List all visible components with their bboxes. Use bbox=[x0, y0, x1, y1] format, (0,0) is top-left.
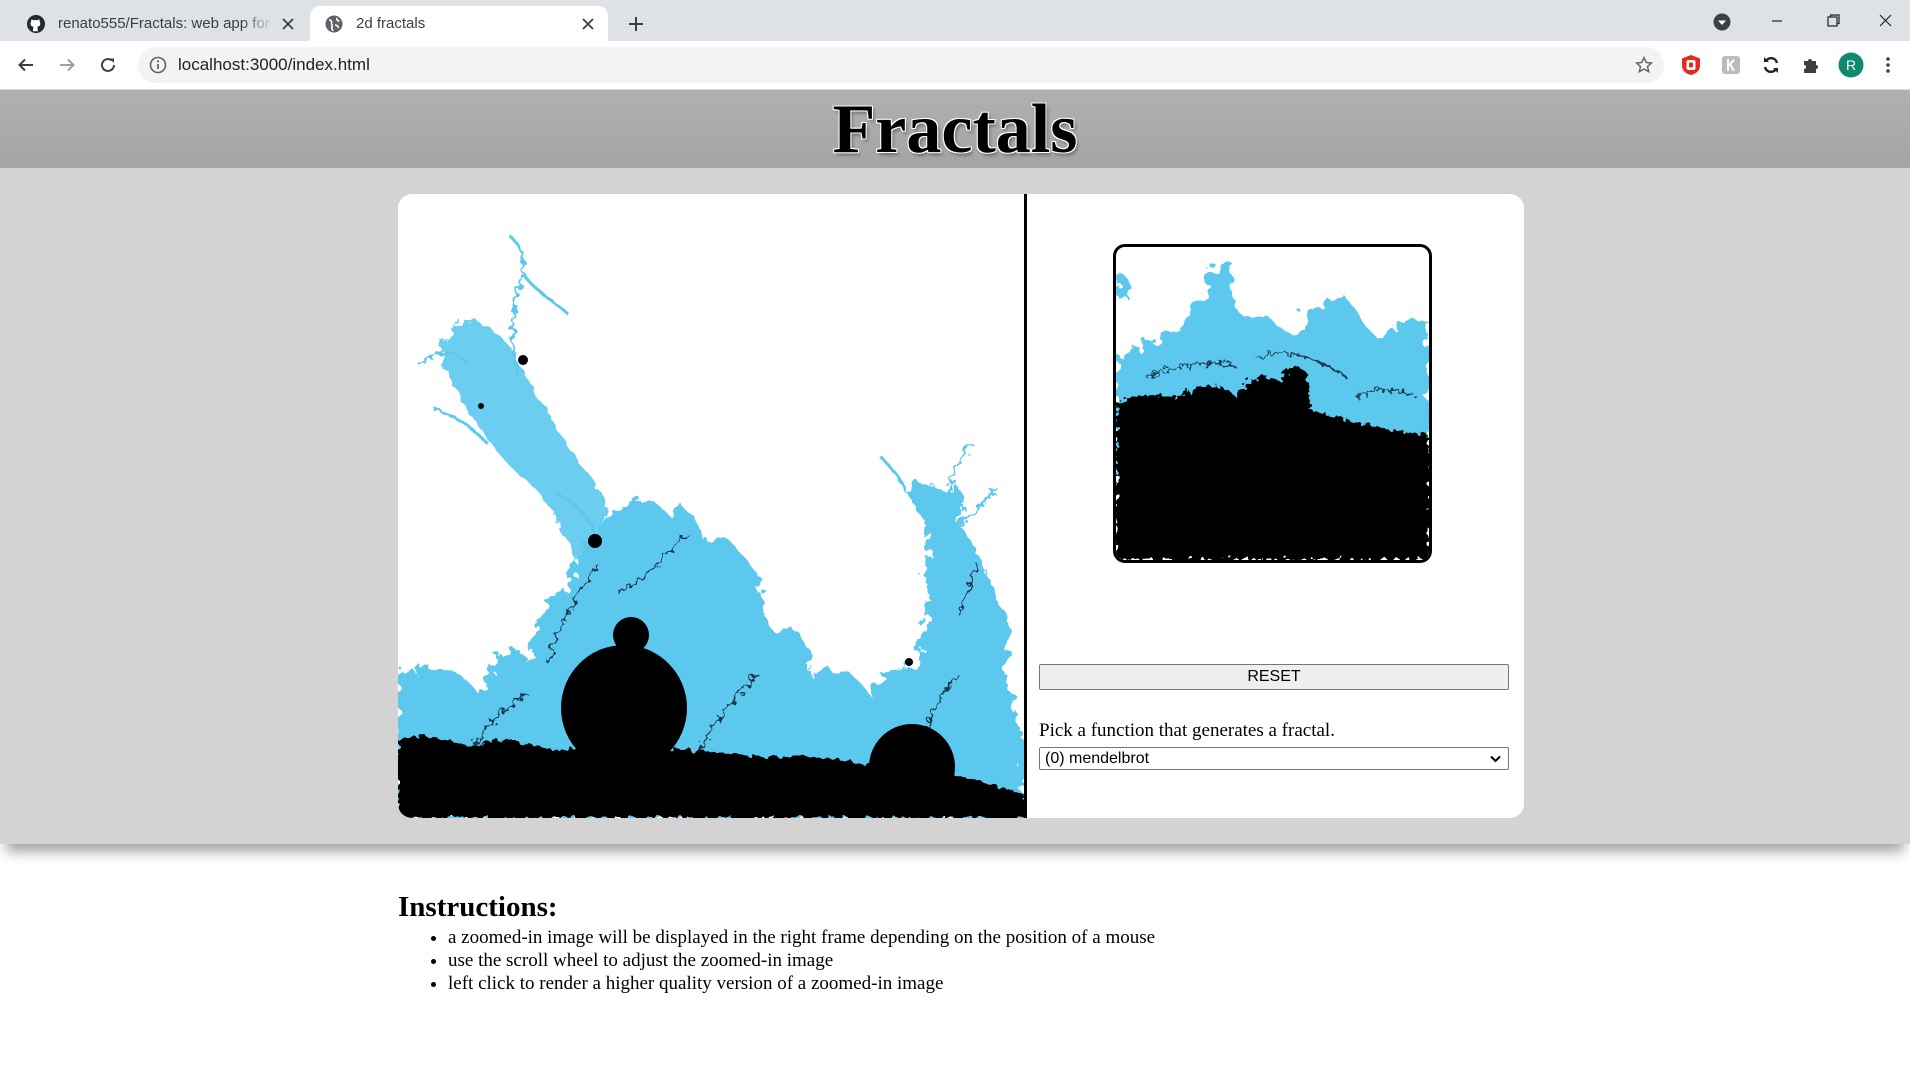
close-tab-icon[interactable] bbox=[574, 10, 602, 38]
zoomed-fractal-image bbox=[1116, 263, 1429, 560]
globe-icon bbox=[325, 15, 343, 32]
minimize-icon bbox=[1772, 19, 1782, 22]
bookmark-star-icon[interactable] bbox=[1630, 51, 1658, 79]
function-select-value: (0) mendelbrot bbox=[1045, 750, 1150, 767]
minimize-button[interactable] bbox=[1749, 0, 1805, 41]
reload-icon bbox=[101, 57, 115, 72]
ublock-extension-icon[interactable] bbox=[1678, 52, 1704, 78]
profile-initial: R bbox=[1845, 57, 1857, 73]
close-window-button[interactable] bbox=[1861, 0, 1910, 41]
browser-menu-button[interactable] bbox=[1880, 52, 1896, 78]
chevron-down-icon bbox=[1490, 755, 1501, 763]
tab-title: renato555/Fractals: web app for f bbox=[58, 15, 274, 32]
right-frame: RESET Pick a function that generates a f… bbox=[1027, 194, 1524, 818]
instructions-heading: Instructions: bbox=[398, 891, 558, 923]
browser-tab-strip: renato555/Fractals: web app for f 2d fra… bbox=[0, 0, 1910, 41]
new-tab-button[interactable] bbox=[622, 10, 650, 38]
page-title: Fractals bbox=[832, 91, 1078, 168]
back-button[interactable] bbox=[10, 49, 42, 81]
info-icon[interactable] bbox=[148, 55, 168, 75]
close-tab-icon[interactable] bbox=[274, 10, 302, 38]
extension-k-icon[interactable] bbox=[1718, 52, 1744, 78]
main-fractal-canvas[interactable] bbox=[398, 194, 1027, 818]
instruction-item: left click to render a higher quality ve… bbox=[448, 972, 1155, 995]
tab-title: 2d fractals bbox=[356, 15, 426, 32]
chevron-down-circle-icon bbox=[1713, 13, 1731, 31]
browser-tab-2d-fractals[interactable]: 2d fractals bbox=[310, 6, 608, 41]
profile-avatar[interactable]: R bbox=[1838, 52, 1864, 78]
browser-toolbar: localhost:3000/index.html R bbox=[0, 41, 1910, 90]
forward-button[interactable] bbox=[51, 49, 83, 81]
instructions-list: a zoomed-in image will be displayed in t… bbox=[398, 926, 1155, 995]
fractal-image bbox=[398, 232, 1024, 818]
function-picker-label: Pick a function that generates a fractal… bbox=[1039, 720, 1335, 741]
fractal-panel: RESET Pick a function that generates a f… bbox=[398, 194, 1524, 818]
instructions-section: Instructions: a zoomed-in image will be … bbox=[398, 890, 1155, 995]
tab-search-button[interactable] bbox=[1708, 8, 1736, 36]
reload-button[interactable] bbox=[92, 49, 124, 81]
restore-icon bbox=[1826, 14, 1840, 27]
github-icon bbox=[27, 14, 45, 33]
instruction-item: a zoomed-in image will be displayed in t… bbox=[448, 926, 1155, 949]
sync-extension-icon[interactable] bbox=[1758, 52, 1784, 78]
page-header: Fractals bbox=[0, 90, 1910, 168]
plus-icon bbox=[629, 17, 643, 31]
puzzle-extensions-icon[interactable] bbox=[1798, 52, 1824, 78]
arrow-right-icon bbox=[60, 58, 75, 72]
url-text[interactable]: localhost:3000/index.html bbox=[178, 55, 370, 74]
function-select[interactable]: (0) mendelbrot bbox=[1039, 747, 1509, 770]
instruction-item: use the scroll wheel to adjust the zoome… bbox=[448, 949, 1155, 972]
reset-button[interactable]: RESET bbox=[1039, 664, 1509, 690]
fractal-stage: RESET Pick a function that generates a f… bbox=[0, 168, 1910, 844]
kebab-menu-icon bbox=[1886, 57, 1890, 73]
close-icon bbox=[1879, 14, 1892, 27]
restore-button[interactable] bbox=[1805, 0, 1861, 41]
address-bar[interactable]: localhost:3000/index.html bbox=[138, 47, 1664, 83]
arrow-left-icon bbox=[18, 58, 33, 72]
zoomed-in-view bbox=[1113, 244, 1432, 563]
browser-tab-github[interactable]: renato555/Fractals: web app for f bbox=[12, 6, 308, 41]
